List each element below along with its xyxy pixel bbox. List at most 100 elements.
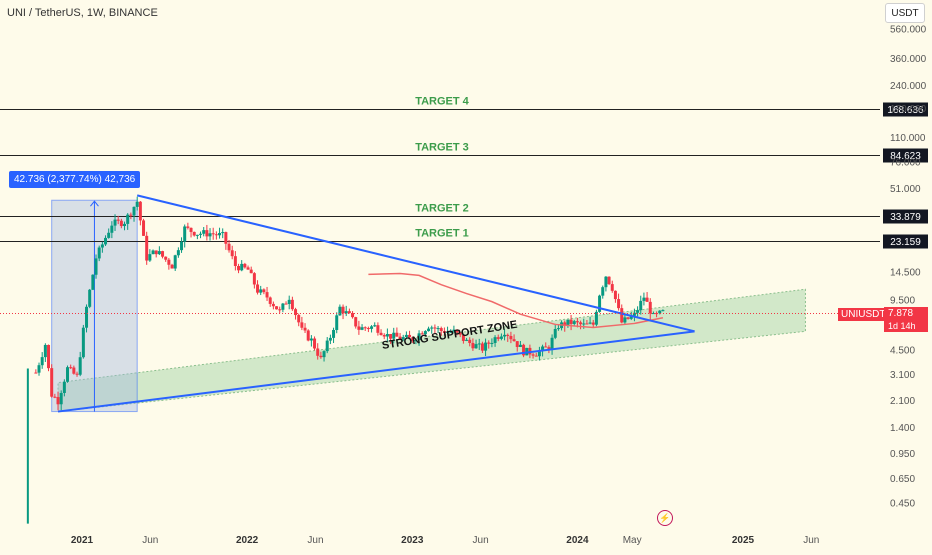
candle-body	[632, 312, 636, 316]
candle-body	[176, 250, 180, 256]
measure-arrow-head	[90, 200, 99, 207]
candle-body	[123, 223, 127, 227]
candle-body	[531, 354, 535, 356]
x-tick-label: Jun	[142, 535, 158, 546]
candle-body	[278, 309, 282, 311]
candle-body	[119, 220, 123, 227]
candle-body	[50, 368, 54, 397]
candle-body	[477, 343, 481, 345]
candle-body	[658, 310, 662, 314]
candle-body	[300, 322, 304, 328]
y-tick-label: 0.950	[890, 449, 915, 460]
candle-body	[379, 332, 383, 336]
candle-body	[145, 235, 149, 261]
candle-body	[357, 326, 361, 330]
candle-body	[97, 247, 101, 259]
target-price-value: 33.879	[890, 212, 921, 223]
candle-body	[195, 234, 199, 236]
target-label: TARGET 3	[415, 142, 469, 154]
candle-body	[420, 333, 424, 335]
candle-body	[328, 337, 332, 341]
x-tick-label: 2024	[566, 535, 589, 546]
candle-body	[534, 355, 538, 357]
candle-body	[661, 310, 665, 312]
candle-body	[287, 299, 291, 305]
candle-body	[186, 226, 190, 228]
candle-body	[47, 344, 51, 369]
candle-body	[411, 337, 415, 342]
candle-body	[259, 289, 263, 293]
candle-body	[373, 325, 377, 327]
candle-body	[208, 233, 212, 237]
candle-body	[354, 317, 358, 327]
candle-body	[275, 306, 279, 310]
candle-body	[192, 231, 196, 236]
candle-body	[442, 331, 446, 334]
candle-body	[594, 311, 598, 325]
candle-body	[309, 338, 313, 341]
candle-body	[427, 328, 431, 332]
lightning-icon[interactable]: ⚡	[657, 510, 673, 526]
candle-body	[161, 251, 165, 257]
candle-body	[496, 337, 500, 339]
candle-body	[284, 303, 288, 305]
candle-body	[319, 355, 323, 358]
y-tick-label: 560.000	[890, 25, 927, 36]
support-zone	[57, 288, 806, 413]
candle-body	[499, 336, 503, 339]
candle-body	[604, 276, 608, 288]
candle-body	[91, 274, 95, 290]
y-tick-label: 4.500	[890, 345, 915, 356]
candle-body	[484, 342, 488, 351]
candle-body	[322, 351, 326, 358]
candle-body	[205, 230, 209, 237]
candle-body	[211, 233, 215, 235]
candle-body	[233, 256, 237, 267]
candle-body	[183, 226, 187, 242]
candle-body	[461, 334, 465, 341]
candle-body	[313, 338, 317, 349]
candle-body	[107, 232, 111, 238]
candle-body	[214, 234, 218, 236]
candle-body	[189, 227, 193, 232]
candle-body	[414, 339, 418, 342]
current-price-ticker: UNIUSDT	[838, 308, 889, 321]
candle-body	[509, 335, 513, 340]
candle-body	[392, 332, 396, 339]
candle-body	[471, 342, 475, 349]
candle-body	[569, 319, 573, 324]
candle-body	[385, 334, 389, 337]
candle-body	[537, 350, 541, 357]
candle-body	[85, 306, 89, 328]
candle-body	[541, 346, 545, 351]
candle-body	[547, 347, 551, 351]
candle-body	[252, 273, 256, 285]
candle-body	[550, 337, 554, 351]
candle-body	[522, 344, 526, 356]
candle-body	[449, 331, 453, 333]
candle-body	[465, 339, 469, 341]
candle-body	[332, 329, 336, 338]
candle-body	[572, 321, 576, 324]
measure-tooltip: 42.736 (2,377.74%) 42,736	[9, 171, 141, 188]
candle-body	[417, 333, 421, 340]
candle-body	[325, 340, 329, 352]
candle-body	[404, 334, 408, 338]
x-tick-label: 2021	[71, 535, 94, 546]
y-tick-label: 170.000	[890, 104, 927, 115]
candle-body	[370, 326, 374, 329]
currency-button[interactable]: USDT	[885, 3, 925, 23]
candle-body	[142, 220, 146, 236]
target-label: TARGET 2	[415, 203, 469, 215]
candle-body	[113, 219, 117, 226]
candle-body	[487, 342, 491, 344]
candle-body	[110, 225, 114, 233]
y-tick-label: 0.650	[890, 474, 915, 485]
candle-body	[37, 365, 41, 373]
candle-body	[629, 315, 633, 319]
candle-body	[138, 201, 142, 221]
y-tick-label: 360.000	[890, 54, 927, 65]
candle-body	[617, 299, 621, 309]
